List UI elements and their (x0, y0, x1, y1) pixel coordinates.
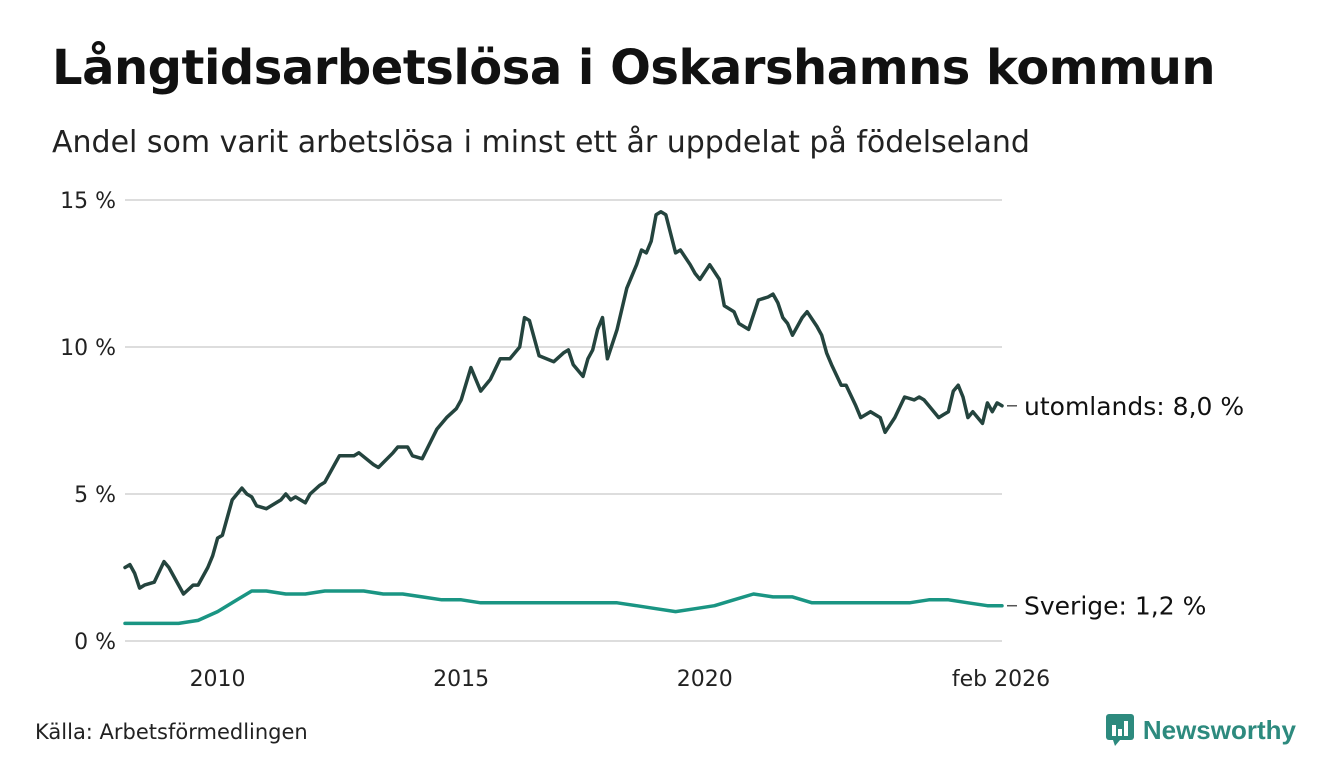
series-lines (123, 210, 1004, 626)
x-tick-label: feb 2026 (952, 667, 1050, 692)
chart-subtitle: Andel som varit arbetslösa i minst ett å… (52, 125, 1030, 160)
end-label-utomlands: utomlands: 8,0 % (1024, 392, 1244, 421)
x-axis-ticks: 2010 2015 2020 feb 2026 (190, 667, 1051, 692)
chart-title: Långtidsarbetslösa i Oskarshamns kommun (52, 40, 1216, 96)
source-note: Källa: Arbetsförmedlingen (35, 720, 308, 744)
newsworthy-logo-icon (1105, 714, 1134, 746)
y-tick-label: 5 % (74, 483, 116, 508)
series-line-sverige (123, 589, 1004, 626)
y-tick-label: 10 % (60, 336, 116, 361)
y-axis-ticks: 0 % 5 % 10 % 15 % (60, 189, 116, 655)
series-line-utomlands (123, 210, 1004, 596)
end-labels: utomlands: 8,0 % Sverige: 1,2 % (1007, 392, 1244, 621)
y-tick-label: 0 % (74, 630, 116, 655)
gridlines (125, 199, 1002, 642)
x-tick-label: 2010 (190, 667, 246, 692)
end-label-sverige: Sverige: 1,2 % (1024, 592, 1206, 621)
brand-name: Newsworthy (1142, 714, 1296, 745)
y-tick-label: 15 % (60, 189, 116, 214)
brand-logo: Newsworthy (1105, 713, 1296, 747)
x-tick-label: 2020 (677, 667, 733, 692)
x-tick-label: 2015 (433, 667, 489, 692)
